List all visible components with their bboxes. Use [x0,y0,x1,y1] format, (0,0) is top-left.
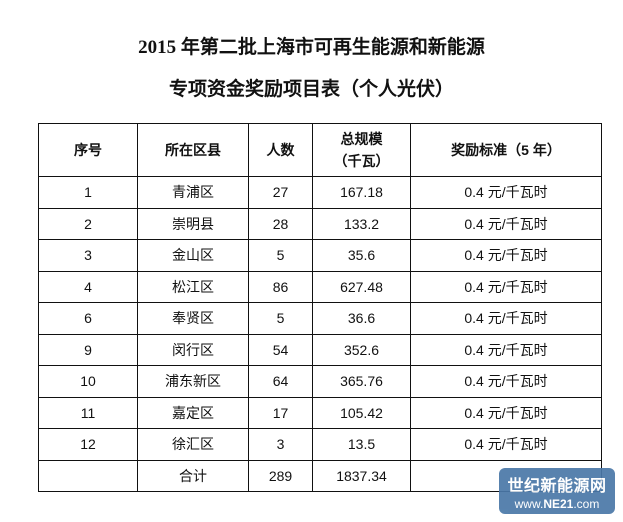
cell-district: 闵行区 [137,333,249,366]
header-capacity: 总规模 （千瓦） [312,123,411,177]
cell-standard: 0.4 元/千瓦时 [410,239,602,272]
cell-count: 64 [248,365,313,398]
table-row: 11 嘉定区 17 105.42 0.4 元/千瓦时 [38,396,602,429]
table-row: 12 徐汇区 3 13.5 0.4 元/千瓦时 [38,428,602,461]
total-cell-index [38,459,138,492]
cell-standard: 0.4 元/千瓦时 [410,176,602,209]
subsidy-table: 序号 所在区县 人数 总规模 （千瓦） 奖励标准（5 年） 1 青浦区 27 167.1… [38,123,602,492]
cell-index: 9 [38,333,138,366]
cell-count: 27 [248,176,313,209]
cell-district: 徐汇区 [137,428,249,461]
cell-index: 2 [38,207,138,240]
cell-capacity: 365.76 [312,365,411,398]
header-district: 所在区县 [137,123,249,177]
header-index: 序号 [38,123,138,177]
watermark-logo: 世纪新能源网 www.NE21.com [499,468,615,514]
cell-district: 青浦区 [137,176,249,209]
cell-count: 3 [248,428,313,461]
cell-index: 10 [38,365,138,398]
cell-standard: 0.4 元/千瓦时 [410,396,602,429]
cell-capacity: 627.48 [312,270,411,303]
header-capacity-label: 总规模 [340,131,383,147]
cell-capacity: 35.6 [312,239,411,272]
cell-index: 4 [38,270,138,303]
cell-count: 54 [248,333,313,366]
table-row: 4 松江区 86 627.48 0.4 元/千瓦时 [38,270,602,303]
total-cell-capacity: 1837.34 [312,459,411,492]
cell-standard: 0.4 元/千瓦时 [410,333,602,366]
cell-capacity: 36.6 [312,302,411,335]
cell-standard: 0.4 元/千瓦时 [410,270,602,303]
header-count: 人数 [248,123,313,177]
table-row: 3 金山区 5 35.6 0.4 元/千瓦时 [38,239,602,272]
cell-index: 12 [38,428,138,461]
cell-count: 5 [248,239,313,272]
header-standard: 奖励标准（5 年） [410,123,602,177]
cell-capacity: 13.5 [312,428,411,461]
cell-count: 86 [248,270,313,303]
total-cell-district: 合计 [137,459,249,492]
header-capacity-unit: （千瓦） [333,153,390,169]
table-row: 10 浦东新区 64 365.76 0.4 元/千瓦时 [38,365,602,398]
document-title-line1: 2015 年第二批上海市可再生能源和新能源 [138,37,485,58]
cell-count: 5 [248,302,313,335]
cell-capacity: 352.6 [312,333,411,366]
cell-district: 崇明县 [137,207,249,240]
table-row: 1 青浦区 27 167.18 0.4 元/千瓦时 [38,176,602,209]
document-title-line2: 专项资金奖励项目表（个人光伏） [168,79,454,100]
table-header-row: 序号 所在区县 人数 总规模 （千瓦） 奖励标准（5 年） [38,123,602,177]
cell-standard: 0.4 元/千瓦时 [410,428,602,461]
cell-capacity: 133.2 [312,207,411,240]
cell-index: 6 [38,302,138,335]
cell-standard: 0.4 元/千瓦时 [410,207,602,240]
cell-district: 松江区 [137,270,249,303]
cell-district: 浦东新区 [137,365,249,398]
cell-district: 金山区 [137,239,249,272]
cell-index: 1 [38,176,138,209]
cell-district: 奉贤区 [137,302,249,335]
cell-count: 17 [248,396,313,429]
total-cell-count: 289 [248,459,313,492]
cell-count: 28 [248,207,313,240]
cell-district: 嘉定区 [137,396,249,429]
cell-capacity: 167.18 [312,176,411,209]
cell-standard: 0.4 元/千瓦时 [410,365,602,398]
table-row: 9 闵行区 54 352.6 0.4 元/千瓦时 [38,333,602,366]
table-row: 6 奉贤区 5 36.6 0.4 元/千瓦时 [38,302,602,335]
cell-capacity: 105.42 [312,396,411,429]
cell-index: 3 [38,239,138,272]
cell-standard: 0.4 元/千瓦时 [410,302,602,335]
table-row: 2 崇明县 28 133.2 0.4 元/千瓦时 [38,207,602,240]
cell-index: 11 [38,396,138,429]
